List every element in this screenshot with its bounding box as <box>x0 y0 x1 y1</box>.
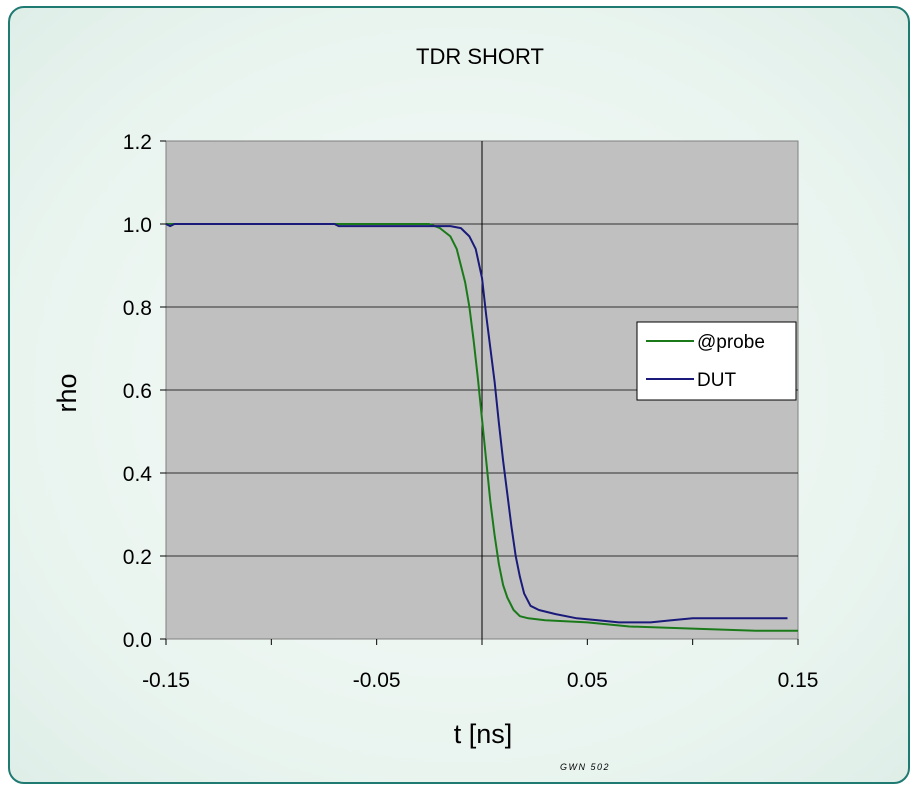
y-tick-label: 1.2 <box>123 131 152 154</box>
legend-label-probe: @probe <box>697 332 765 353</box>
y-tick-label: 0.4 <box>123 463 153 486</box>
legend: @probe DUT <box>636 321 797 401</box>
x-tick-label: -0.05 <box>353 669 401 692</box>
y-tick-label: 0.0 <box>123 629 152 652</box>
series-line-probe <box>166 223 798 632</box>
x-tick-label: 0.05 <box>567 669 608 692</box>
x-axis: -0.15 -0.05 0.05 0.15 <box>142 639 818 692</box>
y-tick-label: 0.8 <box>123 297 152 320</box>
y-tick-label: 1.0 <box>123 214 152 237</box>
y-axis-label: rho <box>52 373 82 412</box>
y-tick-label: 0.6 <box>123 380 152 403</box>
series-line-dut <box>165 223 788 624</box>
legend-label-dut: DUT <box>697 370 736 391</box>
legend-box <box>636 321 797 401</box>
series-lines <box>165 223 798 632</box>
y-axis: 0.0 0.2 0.4 0.6 0.8 1.0 1.2 <box>123 131 166 652</box>
footer-note: GWN 502 <box>560 762 610 772</box>
x-axis-label: t [ns] <box>454 719 513 749</box>
x-tick-label: -0.15 <box>142 669 190 692</box>
chart-title: TDR SHORT <box>416 44 544 69</box>
y-tick-label: 0.2 <box>123 546 152 569</box>
x-tick-label: 0.15 <box>778 669 819 692</box>
